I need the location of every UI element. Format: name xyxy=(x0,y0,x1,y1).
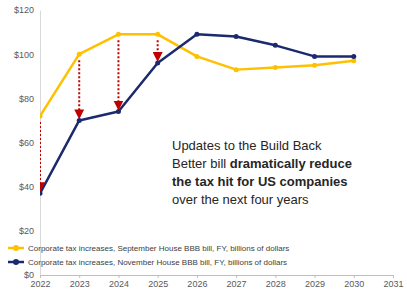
series-marker xyxy=(351,54,356,59)
x-tick-label: 2022 xyxy=(30,279,50,289)
reduction-arrow xyxy=(78,60,80,114)
y-tick: $40 xyxy=(19,182,40,192)
series-line xyxy=(40,34,354,116)
series-marker xyxy=(194,32,199,37)
x-tick-label: 2031 xyxy=(383,279,403,289)
series-marker xyxy=(40,191,43,196)
y-tick: $60 xyxy=(19,138,40,148)
x-tick: 2025 xyxy=(148,275,168,289)
x-tick-label: 2023 xyxy=(70,279,90,289)
y-tick-label: $80 xyxy=(19,94,34,104)
x-tick-mark xyxy=(79,275,80,278)
reduction-arrow xyxy=(157,40,159,57)
series-marker xyxy=(77,118,82,123)
y-tick: $100 xyxy=(14,50,40,60)
series-marker xyxy=(155,32,160,37)
series-marker xyxy=(312,54,317,59)
y-tick: $120 xyxy=(14,5,40,15)
x-tick-label: 2028 xyxy=(266,279,286,289)
series-marker xyxy=(155,61,160,66)
x-tick: 2030 xyxy=(344,275,364,289)
x-axis: 2022 2023 2024 2025 2026 2027 2028 2029 2030 2031 xyxy=(30,275,403,289)
x-tick-mark xyxy=(236,275,237,278)
series-marker xyxy=(77,52,82,57)
series-marker xyxy=(40,114,43,119)
y-tick-label: $40 xyxy=(19,182,34,192)
x-tick-label: 2027 xyxy=(227,279,247,289)
plot-area xyxy=(40,32,356,196)
series-marker xyxy=(116,109,121,114)
legend-marker xyxy=(13,259,19,265)
reduction-arrow xyxy=(117,40,119,105)
x-tick-mark xyxy=(118,275,119,278)
legend: Corporate tax increases, September House… xyxy=(8,244,289,267)
x-tick: 2023 xyxy=(70,275,90,289)
x-tick: 2029 xyxy=(305,275,325,289)
annotation-text: Better bill xyxy=(172,156,230,171)
annotation-text: over the next four years xyxy=(172,192,309,207)
x-tick-label: 2026 xyxy=(187,279,207,289)
annotation-text: dramatically reduce xyxy=(230,156,352,171)
y-tick-label: $120 xyxy=(14,5,34,15)
annotation-line: the tax hit for US companies xyxy=(172,174,348,189)
legend-item: Corporate tax increases, September House… xyxy=(8,244,289,253)
x-tick: 2028 xyxy=(266,275,286,289)
legend-item: Corporate tax increases, November House … xyxy=(8,258,287,267)
y-tick-label: $100 xyxy=(14,50,34,60)
series-marker xyxy=(312,63,317,68)
y-tick-label: $20 xyxy=(19,226,34,236)
x-tick-mark xyxy=(315,275,316,278)
x-axis-line xyxy=(41,276,394,279)
x-tick-mark xyxy=(197,275,198,278)
annotation-text: the tax hit for US companies xyxy=(172,174,348,189)
y-tick: $80 xyxy=(19,94,40,104)
series-marker xyxy=(273,43,278,48)
annotation-line: Better bill dramatically reduce xyxy=(172,156,352,171)
series-marker xyxy=(273,65,278,70)
annotation-line: over the next four years xyxy=(172,192,309,207)
legend-marker xyxy=(13,245,19,251)
chart: $0$20$40$60$80$100$120202220232024202520… xyxy=(0,0,407,296)
x-tick-label: 2029 xyxy=(305,279,325,289)
series-marker xyxy=(194,54,199,59)
y-axis-line xyxy=(40,11,41,276)
reduction-arrow xyxy=(40,122,41,187)
x-tick-mark xyxy=(158,275,159,278)
x-tick-mark xyxy=(393,275,394,278)
x-tick-label: 2030 xyxy=(344,279,364,289)
series-marker xyxy=(234,34,239,39)
y-axis: $0$20$40$60$80$100$120 xyxy=(14,5,41,280)
x-tick: 2026 xyxy=(187,275,207,289)
x-tick-mark xyxy=(354,275,355,278)
annotation-line: Updates to the Build Back xyxy=(172,138,322,153)
x-tick-mark xyxy=(40,275,41,278)
x-tick: 2031 xyxy=(383,275,403,289)
y-tick-label: $60 xyxy=(19,138,34,148)
series-marker xyxy=(116,32,121,37)
x-tick-mark xyxy=(275,275,276,278)
annotation: Updates to the Build Back Better bill dra… xyxy=(172,138,352,207)
x-tick: 2022 xyxy=(30,275,50,289)
y-tick: $20 xyxy=(19,226,40,236)
series-line xyxy=(40,34,354,193)
legend-label: Corporate tax increases, November House … xyxy=(28,258,287,267)
legend-label: Corporate tax increases, September House… xyxy=(28,244,289,253)
x-tick: 2027 xyxy=(227,275,247,289)
x-tick-label: 2025 xyxy=(148,279,168,289)
x-tick: 2024 xyxy=(109,275,129,289)
annotation-text: Updates to the Build Back xyxy=(172,138,322,153)
series-marker xyxy=(351,58,356,63)
series-marker xyxy=(234,67,239,72)
x-tick-label: 2024 xyxy=(109,279,129,289)
